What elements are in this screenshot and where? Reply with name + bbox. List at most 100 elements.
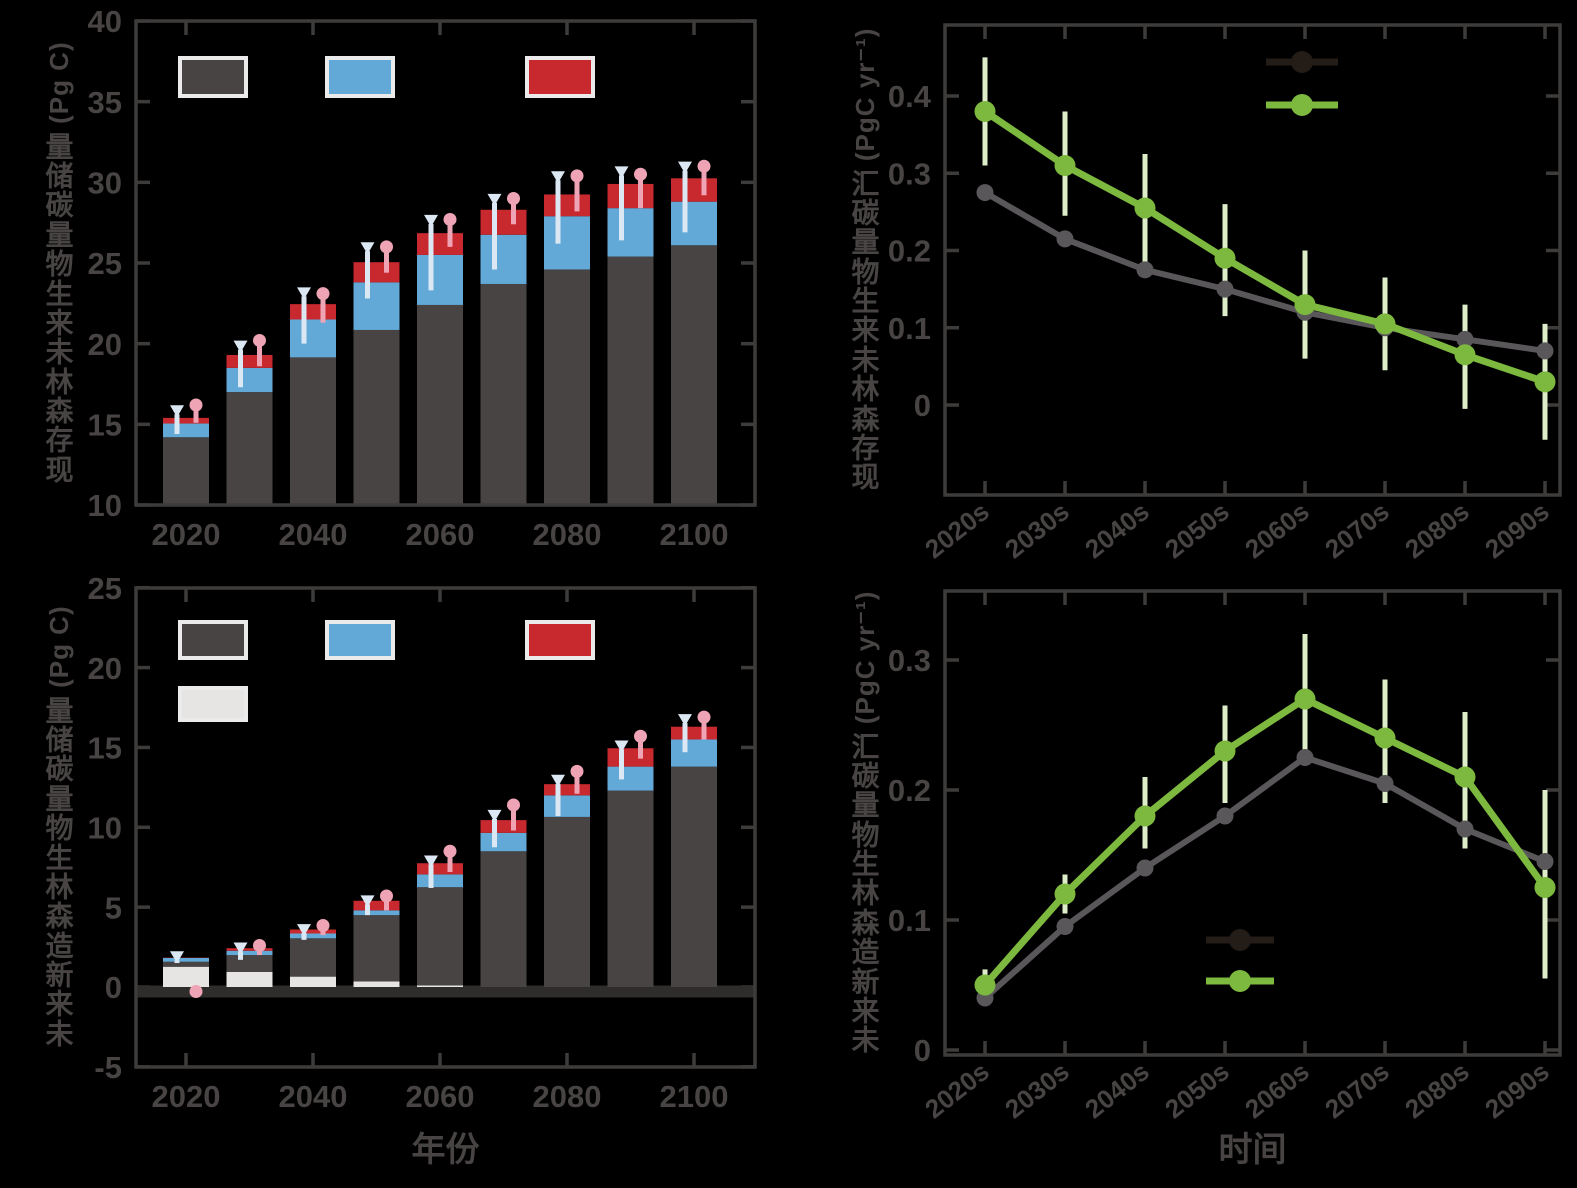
bar-segment-light: [290, 976, 336, 987]
y-tick-label: 25: [88, 571, 122, 606]
axes-box: [943, 23, 1562, 497]
y-axis-label-char: 碳: [45, 189, 74, 221]
y-axis-label-char: 汇: [851, 168, 880, 200]
bar-segment-blue: [671, 739, 717, 767]
whisker-pink-cap: [570, 169, 584, 183]
data-point-green: [974, 100, 996, 122]
bar-segment-blue: [163, 957, 209, 962]
whisker-pink-cap: [570, 764, 584, 778]
data-point-green: [1054, 883, 1076, 905]
whisker-pink-cap: [380, 889, 393, 903]
bar-segment-blue: [671, 201, 717, 246]
bar-segment-red: [290, 304, 336, 320]
y-axis-unit: (PgC yr⁻¹): [850, 27, 880, 162]
y-tick-label: 15: [88, 407, 122, 442]
y-tick-label: 15: [88, 731, 122, 766]
y-axis-label-char: 生: [45, 841, 74, 873]
x-tick-label: 2100: [660, 1079, 729, 1114]
data-point-gray: [1216, 807, 1234, 825]
bar-segment-blue: [607, 766, 654, 791]
legend-swatch-bar_dark: [178, 620, 248, 660]
whisker-pink-cap: [507, 191, 520, 205]
bar-segment-dark: [480, 851, 527, 987]
bar-segment-blue: [226, 367, 273, 393]
legend-marker: [1291, 51, 1313, 73]
x-tick-label: 2040: [279, 517, 348, 552]
bar-segment-red: [607, 748, 654, 767]
bar-segment-dark: [544, 816, 590, 987]
y-axis-unit: (Pg C): [44, 41, 74, 124]
data-point-gray: [1376, 775, 1394, 792]
legend: [178, 620, 595, 722]
y-axis-label-char: 碳: [45, 753, 74, 785]
bar-segment-dark: [544, 269, 590, 505]
y-tick-label: 0: [914, 388, 931, 423]
bar-segment-red: [480, 820, 527, 833]
y-tick-label: 0.3: [888, 643, 931, 678]
x-tick-label: 2080: [533, 1079, 602, 1114]
data-point-green: [1534, 877, 1556, 898]
y-axis-label-char: 生: [45, 277, 74, 309]
bar-segment-blue: [480, 832, 527, 852]
y-axis-label-char: 来: [851, 995, 880, 1027]
bar-segment-red: [417, 863, 463, 875]
x-tick-label: 2020: [152, 1079, 221, 1114]
x-tick-label: 2060: [406, 517, 475, 552]
series-line-green: [981, 695, 1549, 989]
y-tick-label: -5: [94, 1050, 122, 1085]
x-tick-label: 2030s: [999, 496, 1074, 564]
bar-segment-blue: [544, 795, 590, 817]
bar-segment-blue: [163, 423, 209, 438]
axes-box: [943, 589, 1562, 1057]
y-tick-label: 35: [88, 85, 122, 120]
whisker-pink-cap: [697, 710, 711, 724]
whisker-white-cap: [360, 242, 375, 255]
y-axis-label-char: 储: [45, 160, 74, 192]
bar-segment-dark: [671, 245, 717, 505]
whisker-white-cap: [551, 171, 565, 184]
data-point-green: [1134, 197, 1156, 219]
y-tick-label: 0: [105, 970, 122, 1005]
x-tick-label: 2070s: [1319, 496, 1394, 564]
bar-segment-red: [544, 784, 590, 796]
y-tick-label: 0.2: [888, 773, 931, 808]
whisker-white-cap: [297, 287, 311, 300]
bar-segment-red: [480, 209, 527, 235]
bar-segment-blue: [353, 910, 400, 916]
y-tick-label: 0.2: [888, 234, 931, 269]
y-axis-label-char: 造: [45, 930, 74, 962]
whisker-pink-cap: [380, 240, 393, 254]
series-line-gray: [982, 754, 1548, 1001]
whisker-pink-cap: [443, 844, 457, 858]
whisker-pink-cap: [253, 938, 266, 952]
y-axis-label-char: 物: [45, 812, 74, 844]
tick-labels: 10 15 20 25 30 35 40 2020 2040 2060 2080 2100: [88, 4, 729, 552]
legend-swatch-bar_light: [178, 686, 248, 722]
bar-segment-red: [671, 178, 717, 202]
ticks: [945, 591, 1560, 1055]
bar-segment-dark: [353, 915, 400, 982]
bar-segment-light: [353, 981, 400, 987]
whisker-pink-cap: [443, 212, 457, 226]
y-tick-label: 30: [88, 166, 122, 201]
y-axis-label-char: 量: [45, 783, 74, 815]
y-axis-label-char: 林: [45, 366, 74, 398]
x-tick-label: 2060: [406, 1079, 475, 1114]
x-tick-label: 2030s: [999, 1056, 1074, 1124]
y-axis-label-char: 量: [851, 789, 880, 821]
legend-marker: [1229, 970, 1251, 992]
bar-segment-light: [226, 971, 273, 987]
panel-bottom-left: -5 0 5 10 15 20 25 2020 2040 2060 2080 2100: [88, 571, 757, 1114]
data-point-green: [1294, 294, 1316, 316]
legend-swatch-bar_red: [525, 56, 595, 98]
y-axis-label-char: 新: [851, 966, 880, 998]
bar-segment-red: [226, 948, 273, 951]
bar-segment-blue: [290, 933, 336, 939]
legend-swatch-bar_red: [525, 620, 595, 660]
whisker-white-cap: [233, 942, 248, 955]
whisker-pink-cap: [316, 287, 330, 301]
bar-segment-dark: [480, 283, 527, 505]
